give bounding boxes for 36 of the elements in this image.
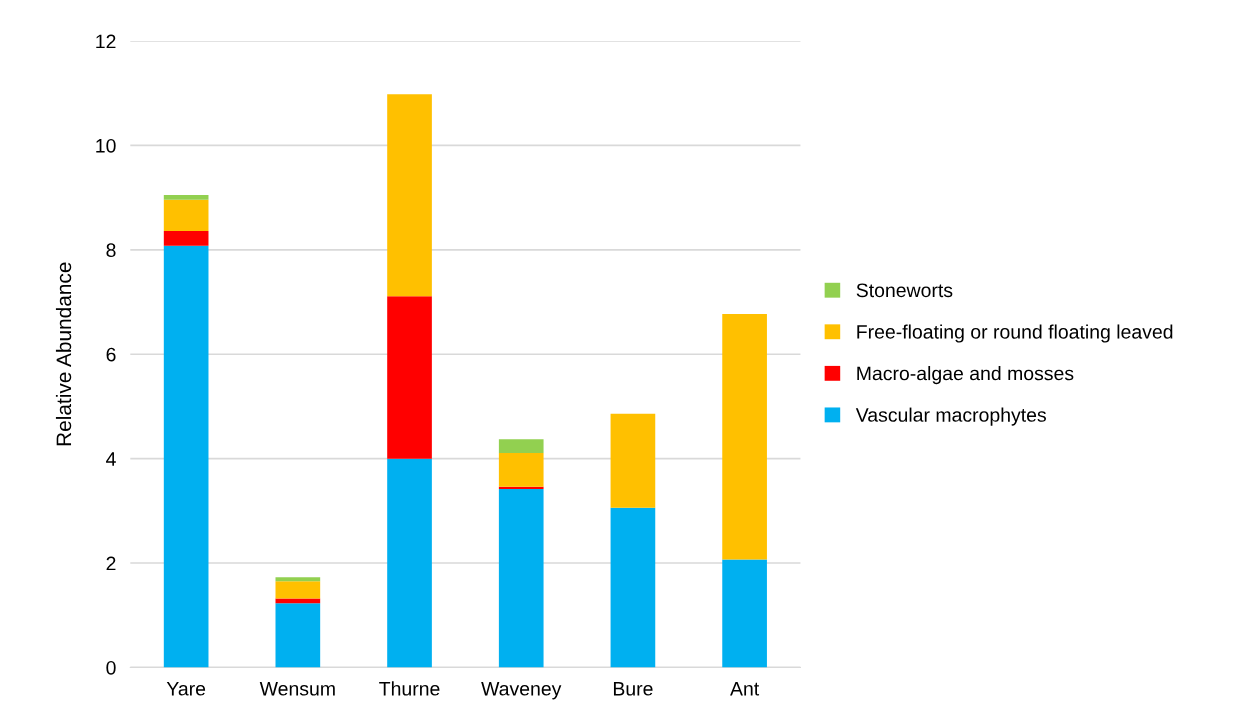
bar (275, 577, 321, 582)
bar (498, 486, 544, 489)
bar (275, 581, 321, 599)
bar (163, 245, 209, 668)
y-tick-label: 4 (106, 452, 116, 466)
bar (498, 439, 544, 453)
bar (163, 199, 209, 232)
x-tick-label: Ant (730, 682, 760, 696)
bar (722, 559, 767, 668)
legend-label: Macro-algae and mosses (857, 366, 1074, 385)
bar (722, 314, 767, 560)
bar (610, 413, 656, 508)
y-axis-title: Relative Abundance (55, 262, 72, 446)
x-tick-label: Waveney (481, 682, 562, 700)
bar (498, 452, 544, 487)
y-tick-label: 6 (106, 347, 116, 362)
bar (387, 296, 432, 459)
y-tick-label: 10 (96, 138, 116, 153)
y-tick-label: 0 (106, 660, 116, 675)
bar (498, 488, 544, 668)
legend-label: Vascular macrophytes (855, 407, 1046, 426)
bar (387, 458, 432, 668)
bar (387, 94, 432, 297)
x-tick-label: Wensum (259, 682, 335, 696)
x-tick-label: Thurne (379, 681, 440, 696)
bar (275, 603, 321, 668)
legend-label: Stoneworts (856, 283, 953, 298)
x-tick-label: Bure (613, 682, 653, 696)
bar (610, 507, 656, 668)
y-tick-label: 2 (106, 556, 116, 571)
bar (163, 231, 209, 246)
y-tick-label: 8 (106, 243, 116, 258)
x-tick-label: Yare (166, 682, 206, 696)
bar (163, 195, 209, 200)
legend-label: Free-floating or round floating leaved (857, 324, 1173, 343)
y-tick-label: 12 (96, 34, 116, 49)
